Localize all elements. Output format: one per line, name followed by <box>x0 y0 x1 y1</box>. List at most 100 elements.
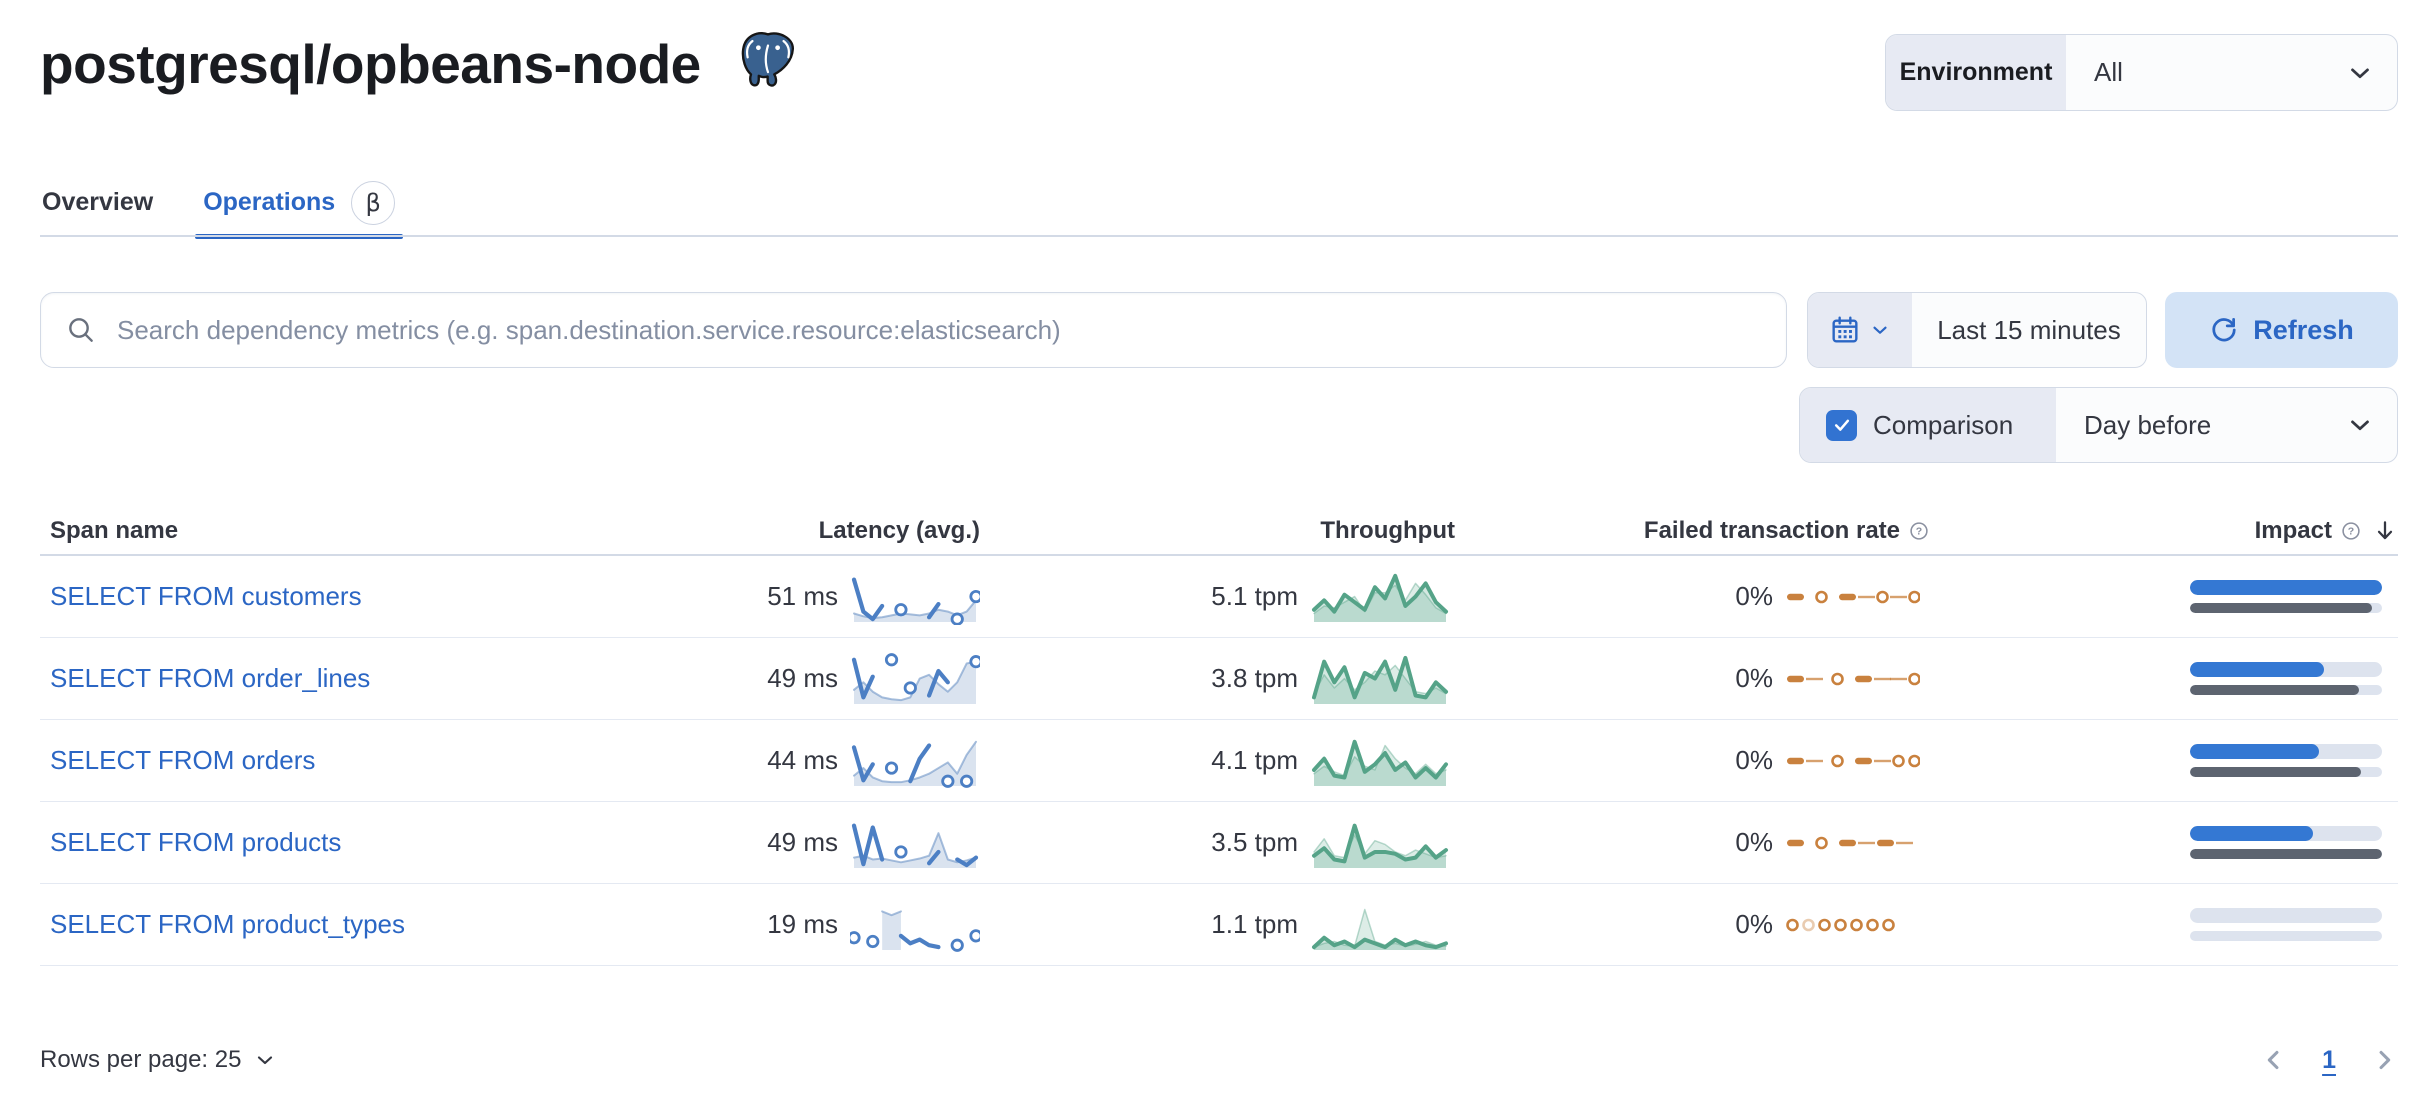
pagination: 1 <box>2260 1046 2398 1075</box>
tab-overview-label: Overview <box>42 188 154 216</box>
help-icon: ? <box>1910 522 1928 540</box>
environment-filter-value: All <box>2094 57 2123 87</box>
throughput-sparkline <box>1312 823 1448 868</box>
failed-rate-value: 0% <box>1735 745 1773 775</box>
latency-value: 49 ms <box>767 663 838 693</box>
time-range-button[interactable]: Last 15 minutes <box>1937 314 2121 345</box>
throughput-sparkline <box>1312 573 1448 622</box>
tab-bar: Overview Operations β <box>40 168 443 239</box>
environment-filter[interactable]: Environment All <box>1885 34 2398 111</box>
span-name-link[interactable]: SELECT FROM order_lines <box>50 663 371 693</box>
throughput-cell: 5.1 tpm <box>980 569 1455 625</box>
previous-page-button[interactable] <box>2260 1046 2288 1074</box>
sort-descending-icon <box>2377 521 2393 540</box>
chevron-down-icon <box>2351 420 2369 431</box>
span-name-link[interactable]: SELECT FROM products <box>50 827 342 857</box>
column-header-span-name[interactable]: Span name <box>50 517 179 544</box>
failed-rate-sparkline <box>1787 754 1920 767</box>
svg-text:?: ? <box>2348 526 2354 538</box>
table-body: SELECT FROM customers 51 ms 5.1 tpm 0% S… <box>40 556 2398 966</box>
failed-rate-sparkline <box>1787 590 1920 603</box>
impact-track-previous <box>2190 685 2382 695</box>
column-header-impact[interactable]: Impact ? <box>1930 517 2398 545</box>
throughput-value: 5.1 tpm <box>1211 581 1298 611</box>
chevron-down-icon <box>2351 68 2369 78</box>
impact-cell <box>1930 662 2398 695</box>
impact-track-current <box>2190 580 2382 595</box>
search-bar <box>40 292 1787 368</box>
failed-rate-value: 0% <box>1735 663 1773 693</box>
impact-bar-previous <box>2190 767 2361 777</box>
impact-bar-current <box>2190 662 2325 677</box>
impact-bars <box>2190 744 2382 777</box>
page-number-1[interactable]: 1 <box>2322 1045 2336 1074</box>
impact-bar-current <box>2190 580 2382 595</box>
refresh-button-label: Refresh <box>2253 314 2354 345</box>
latency-sparkline <box>851 652 980 704</box>
table-row: SELECT FROM products 49 ms 3.5 tpm 0% <box>40 802 2398 884</box>
throughput-cell: 4.1 tpm <box>980 733 1455 789</box>
failed-rate-cell: 0% <box>1455 909 1930 940</box>
refresh-button[interactable]: Refresh <box>2165 292 2398 368</box>
column-header-impact-label: Impact <box>2254 517 2332 544</box>
failed-rate-sparkline <box>1787 836 1913 849</box>
impact-bars <box>2190 826 2382 859</box>
span-name-link[interactable]: SELECT FROM orders <box>50 745 316 775</box>
column-header-throughput[interactable]: Throughput <box>1320 517 1455 544</box>
latency-value: 44 ms <box>767 745 838 775</box>
chevron-down-icon <box>258 1056 273 1065</box>
impact-bar-previous <box>2190 603 2373 613</box>
calendar-icon <box>1832 316 1858 343</box>
span-name-link[interactable]: SELECT FROM product_types <box>50 909 405 939</box>
latency-sparkline <box>850 909 980 952</box>
rows-per-page-button[interactable]: Rows per page: 25 <box>40 1046 277 1074</box>
help-icon: ? <box>2342 522 2360 540</box>
page-title: postgresql/opbeans-node <box>40 33 701 95</box>
tab-operations[interactable]: Operations β <box>195 168 404 239</box>
impact-bars <box>2190 662 2382 695</box>
impact-bars <box>2190 908 2382 941</box>
impact-cell <box>1930 744 2398 777</box>
throughput-cell: 1.1 tpm <box>980 897 1455 953</box>
latency-sparkline <box>851 740 977 788</box>
latency-cell: 49 ms <box>750 651 980 707</box>
column-header-failed-rate-label: Failed transaction rate <box>1643 517 1900 544</box>
column-header-failed-rate[interactable]: Failed transaction rate ? <box>1455 517 1930 545</box>
table-footer: Rows per page: 25 1 <box>40 1030 2398 1090</box>
calendar-menu-button[interactable] <box>1808 293 1912 367</box>
latency-value: 51 ms <box>767 581 838 611</box>
impact-bar-previous <box>2190 849 2382 859</box>
throughput-cell: 3.5 tpm <box>980 815 1455 871</box>
failed-rate-cell: 0% <box>1455 827 1930 858</box>
impact-track-previous <box>2190 603 2382 613</box>
impact-track-previous <box>2190 849 2382 859</box>
impact-track-current <box>2190 662 2382 677</box>
search-input[interactable] <box>97 314 1786 346</box>
impact-bars <box>2190 580 2382 613</box>
latency-sparkline <box>851 823 979 868</box>
next-page-button[interactable] <box>2370 1046 2398 1074</box>
impact-bar-current <box>2190 744 2319 759</box>
throughput-value: 1.1 tpm <box>1211 909 1298 939</box>
date-picker: Last 15 minutes <box>1807 292 2147 368</box>
latency-cell: 44 ms <box>750 733 980 789</box>
throughput-value: 3.5 tpm <box>1211 827 1298 857</box>
tab-overview[interactable]: Overview <box>40 168 155 237</box>
column-header-latency[interactable]: Latency (avg.) <box>818 517 980 544</box>
latency-cell: 49 ms <box>750 815 980 871</box>
impact-track-current <box>2190 826 2382 841</box>
failed-rate-value: 0% <box>1735 827 1773 857</box>
comparison-checkbox[interactable] <box>1826 409 1857 441</box>
impact-bar-previous <box>2190 685 2359 695</box>
comparison-select[interactable]: Day before <box>2056 388 2397 462</box>
impact-bar-current <box>2190 826 2313 841</box>
failed-rate-cell: 0% <box>1455 745 1930 776</box>
search-icon <box>69 318 93 342</box>
tab-bar-divider <box>40 235 2398 237</box>
tab-operations-label: Operations <box>203 188 336 216</box>
throughput-sparkline <box>1312 908 1448 950</box>
span-name-link[interactable]: SELECT FROM customers <box>50 581 362 611</box>
table-row: SELECT FROM orders 44 ms 4.1 tpm 0% <box>40 720 2398 802</box>
latency-value: 49 ms <box>767 827 838 857</box>
